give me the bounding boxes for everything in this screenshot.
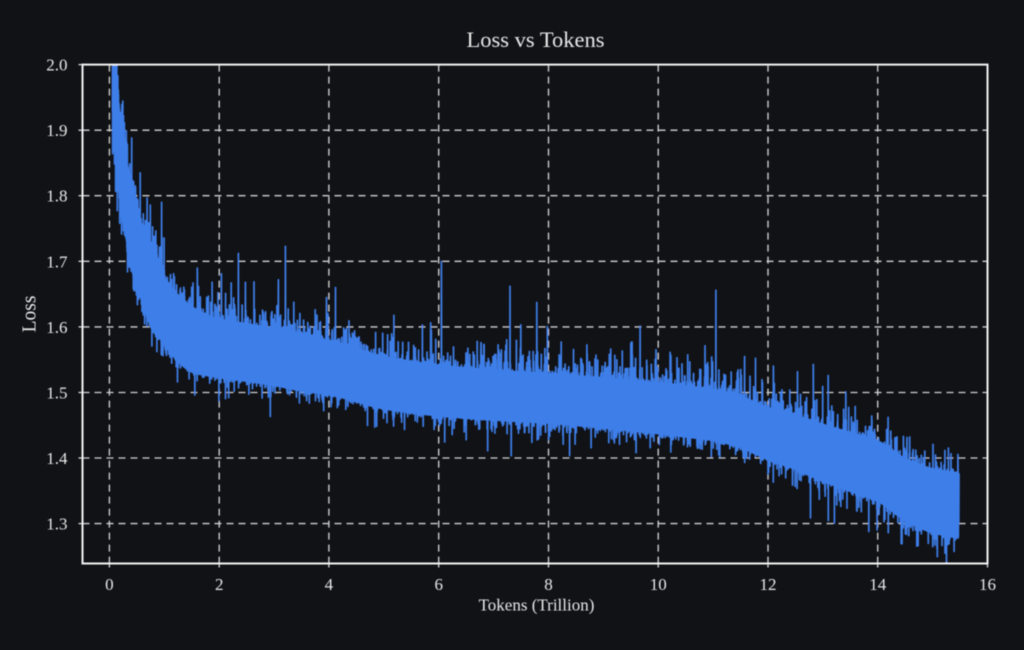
svg-text:1.9: 1.9	[46, 121, 67, 140]
svg-text:1.8: 1.8	[46, 187, 67, 206]
svg-text:0: 0	[105, 575, 114, 594]
svg-text:1.6: 1.6	[46, 318, 67, 337]
svg-text:2: 2	[215, 575, 224, 594]
svg-text:1.3: 1.3	[46, 515, 67, 534]
svg-text:4: 4	[325, 575, 334, 594]
svg-text:Loss vs Tokens: Loss vs Tokens	[466, 27, 604, 52]
svg-text:16: 16	[979, 575, 996, 594]
svg-text:10: 10	[650, 575, 667, 594]
svg-text:6: 6	[434, 575, 443, 594]
svg-text:Loss: Loss	[20, 296, 41, 333]
svg-text:Tokens (Trillion): Tokens (Trillion)	[479, 596, 595, 615]
svg-text:2.0: 2.0	[46, 56, 67, 75]
svg-text:8: 8	[544, 575, 553, 594]
svg-text:1.7: 1.7	[46, 252, 68, 271]
svg-text:1.4: 1.4	[46, 449, 68, 468]
svg-text:14: 14	[869, 575, 887, 594]
svg-text:12: 12	[760, 575, 777, 594]
svg-text:1.5: 1.5	[46, 384, 67, 403]
